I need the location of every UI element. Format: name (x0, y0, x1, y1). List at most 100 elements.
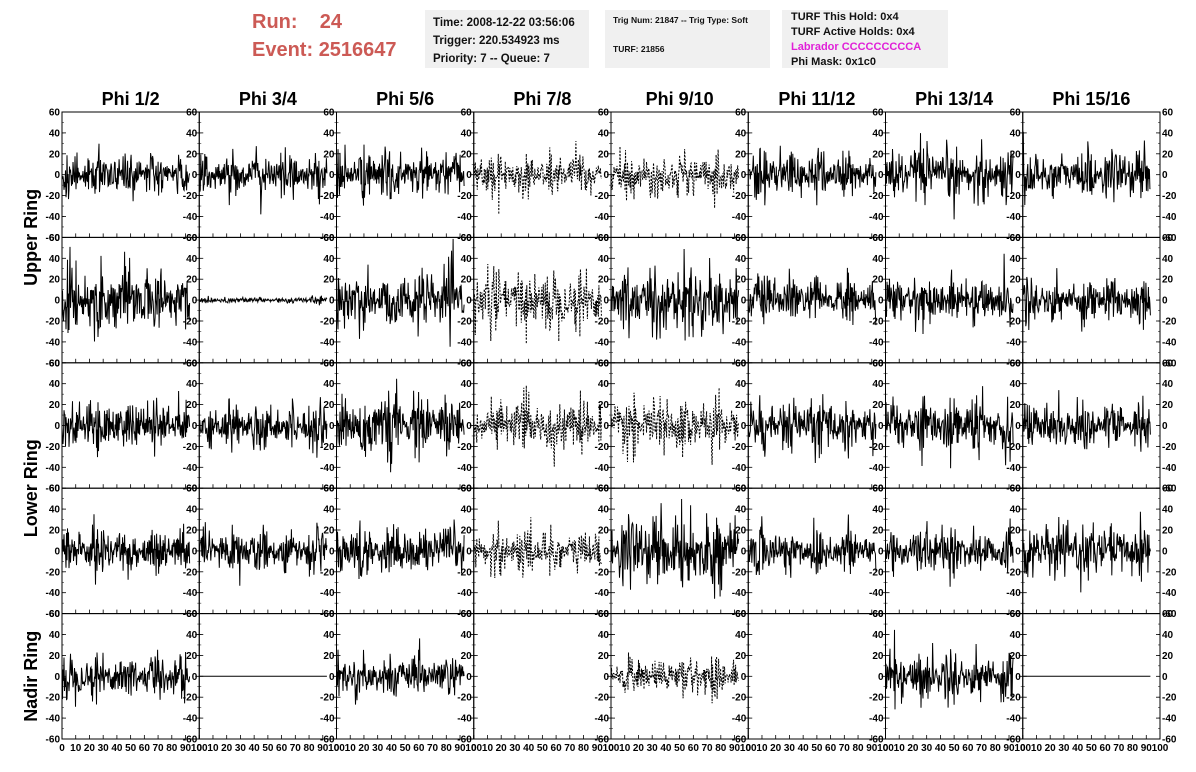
y-tick-label: 20 (1010, 400, 1022, 411)
x-tick-label: 60 (413, 743, 425, 754)
waveform-trace (610, 498, 740, 599)
y-tick-label: 60 (1162, 358, 1174, 369)
y-tick-label: 60 (872, 358, 884, 369)
y-tick-label: 20 (872, 149, 884, 160)
y-tick-label: 20 (1010, 149, 1022, 160)
y-tick-label: -60 (46, 358, 61, 369)
x-tick-label: 0 (883, 743, 889, 754)
y-tick-label: 60 (598, 358, 610, 369)
y-tick-label: -20 (1162, 442, 1177, 453)
y-tick-label: -40 (457, 212, 472, 223)
y-tick-label: 20 (323, 400, 335, 411)
waveform-trace (336, 519, 465, 580)
y-tick-label: 60 (323, 609, 335, 620)
y-tick-label: 60 (598, 233, 610, 244)
y-tick-label: 40 (323, 630, 335, 641)
y-tick-label: -60 (320, 609, 335, 620)
y-tick-label: -20 (457, 191, 472, 202)
y-tick-label: 0 (192, 546, 198, 557)
y-tick-label: 20 (461, 400, 473, 411)
y-tick-label: -40 (1162, 337, 1177, 348)
y-tick-label: -40 (46, 588, 61, 599)
y-tick-label: -60 (183, 358, 198, 369)
event-value: 2516647 (318, 39, 397, 61)
x-tick-label: 0 (745, 743, 751, 754)
x-tick-label: 50 (811, 743, 823, 754)
y-tick-label: 0 (603, 421, 609, 432)
waveform-trace (1022, 511, 1151, 593)
x-tick-label: 40 (523, 743, 535, 754)
x-tick-label: 60 (551, 743, 563, 754)
x-tick-label: 70 (427, 743, 439, 754)
y-tick-label: -40 (595, 212, 610, 223)
x-tick-label: 30 (647, 743, 659, 754)
waveform-trace (473, 517, 602, 579)
y-tick-label: 20 (323, 275, 335, 286)
y-tick-label: 20 (186, 275, 198, 286)
y-tick-label: 20 (598, 651, 610, 662)
y-tick-label: -20 (457, 567, 472, 578)
y-tick-label: 0 (878, 296, 884, 307)
y-tick-label: -60 (1006, 358, 1021, 369)
x-tick-label: 80 (303, 743, 315, 754)
waveform-trace (336, 238, 465, 347)
y-tick-label: 60 (186, 609, 198, 620)
x-tick-label: 40 (1072, 743, 1084, 754)
y-tick-label: -60 (1006, 735, 1021, 746)
x-tick-label: 30 (509, 743, 521, 754)
waveform-trace (473, 140, 602, 215)
y-tick-label: -60 (732, 609, 747, 620)
y-tick-label: -20 (869, 693, 884, 704)
y-tick-label: 20 (735, 275, 747, 286)
y-tick-label: 40 (461, 128, 473, 139)
y-tick-label: 0 (466, 170, 472, 181)
y-tick-label: 0 (54, 296, 60, 307)
x-tick-label: 10 (482, 743, 494, 754)
y-tick-label: -40 (183, 337, 198, 348)
y-tick-label: 60 (49, 358, 61, 369)
x-tick-label: 50 (262, 743, 274, 754)
y-tick-label: 60 (598, 609, 610, 620)
waveform-trace (473, 385, 602, 467)
x-tick-label: 10 (619, 743, 631, 754)
y-tick-label: 40 (1162, 630, 1174, 641)
y-tick-label: 20 (1010, 526, 1022, 537)
x-tick-label: 80 (852, 743, 864, 754)
x-tick-label: 50 (949, 743, 961, 754)
x-tick-label: 100 (1014, 743, 1031, 754)
y-tick-label: -60 (732, 735, 747, 746)
y-tick-label: -60 (457, 735, 472, 746)
y-tick-label: 20 (1162, 651, 1174, 662)
y-tick-label: 20 (598, 275, 610, 286)
y-tick-label: 40 (1010, 630, 1022, 641)
y-tick-label: 40 (49, 128, 61, 139)
x-tick-label: 50 (537, 743, 549, 754)
y-tick-label: 0 (329, 672, 335, 683)
y-tick-label: 20 (186, 149, 198, 160)
x-tick-label: 70 (153, 743, 165, 754)
waveform-trace (1022, 131, 1151, 206)
x-tick-label: 60 (276, 743, 288, 754)
x-tick-label: 50 (674, 743, 686, 754)
x-tick-label: 70 (839, 743, 851, 754)
y-tick-label: -60 (457, 609, 472, 620)
run-value: 24 (319, 11, 343, 33)
y-tick-label: 40 (598, 379, 610, 390)
event-label: Event: (252, 39, 314, 61)
y-tick-label: 60 (186, 358, 198, 369)
y-tick-label: -40 (595, 337, 610, 348)
y-tick-label: 40 (323, 254, 335, 265)
y-tick-label: -40 (320, 337, 335, 348)
y-tick-label: 60 (461, 358, 473, 369)
y-tick-label: -40 (732, 337, 747, 348)
y-tick-label: 0 (329, 421, 335, 432)
y-tick-label: 60 (1010, 358, 1022, 369)
x-tick-label: 40 (660, 743, 672, 754)
trig-num-text: Trig Num: 21847 -- Trig Type: Soft (613, 15, 748, 25)
event-row: Event: 2516647 (252, 36, 397, 64)
y-tick-label: 40 (1162, 505, 1174, 516)
y-tick-label: -20 (320, 191, 335, 202)
x-tick-label: 90 (1141, 743, 1153, 754)
y-tick-label: -60 (595, 609, 610, 620)
y-tick-label: 0 (1162, 170, 1168, 181)
